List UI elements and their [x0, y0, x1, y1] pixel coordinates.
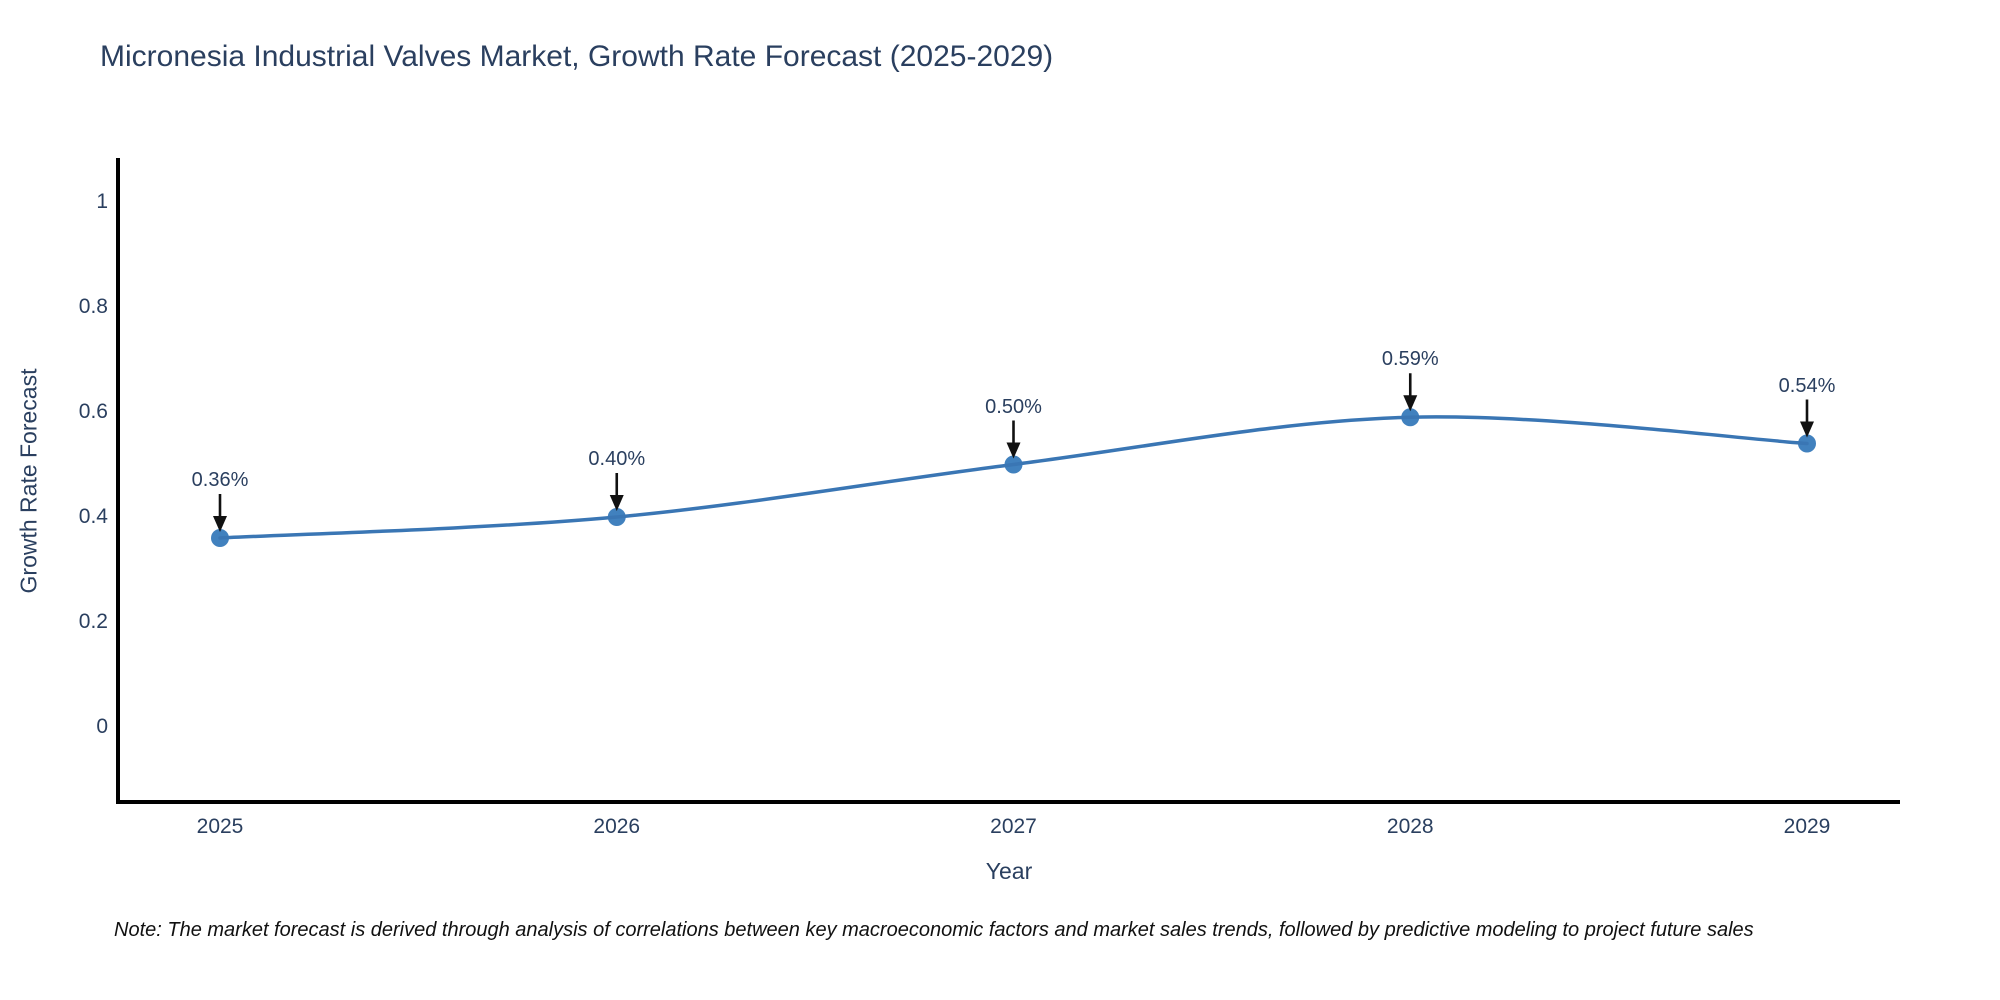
x-tick-label: 2026	[593, 815, 641, 838]
x-tick-label: 2028	[1386, 815, 1434, 838]
x-tick-label: 2025	[196, 815, 244, 838]
point-label: 0.50%	[985, 395, 1042, 418]
x-tick-label: 2029	[1783, 815, 1831, 838]
annotation-arrowhead	[1006, 442, 1021, 459]
series-line	[218, 415, 1809, 540]
axes	[116, 158, 1900, 804]
annotation-arrowhead	[1403, 395, 1418, 412]
y-tick-label: 0.8	[78, 295, 108, 318]
y-tick-label: 0.2	[78, 610, 108, 633]
y-tick-label: 0.4	[78, 505, 108, 528]
point-label: 0.59%	[1381, 348, 1439, 371]
point-label: 0.40%	[588, 448, 646, 470]
annotation-arrowhead	[609, 495, 624, 511]
chart-title: Micronesia Industrial Valves Market, Gro…	[100, 40, 1054, 73]
annotation-arrowhead	[1800, 421, 1814, 438]
y-tick-label: 0.6	[78, 400, 108, 423]
x-axis-title: Year	[985, 858, 1033, 884]
annotation-arrowhead	[213, 516, 227, 532]
x-tick-label: 2027	[990, 815, 1037, 838]
y-tick-label: 1	[96, 190, 108, 213]
footnote: Note: The market forecast is derived thr…	[114, 919, 1754, 941]
point-label: 0.54%	[1778, 374, 1836, 397]
y-tick-label: 0	[96, 715, 108, 738]
point-label: 0.36%	[191, 469, 249, 491]
